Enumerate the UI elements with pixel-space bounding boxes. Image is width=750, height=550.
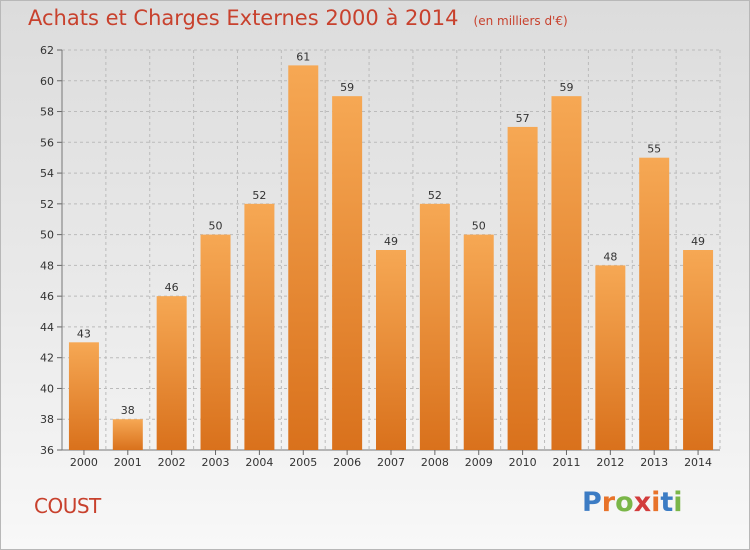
logo-letter: r bbox=[601, 487, 616, 518]
logo-letter: i bbox=[673, 487, 683, 518]
x-tick-label: 2008 bbox=[421, 456, 449, 469]
y-tick-label: 40 bbox=[40, 382, 54, 395]
data-label: 52 bbox=[252, 189, 266, 202]
x-tick-label: 2004 bbox=[245, 456, 273, 469]
y-tick-label: 42 bbox=[40, 352, 54, 365]
x-tick-label: 2013 bbox=[640, 456, 668, 469]
x-tick-label: 2012 bbox=[596, 456, 624, 469]
x-tick-label: 2010 bbox=[509, 456, 537, 469]
data-label: 43 bbox=[77, 327, 91, 340]
x-tick-label: 2007 bbox=[377, 456, 405, 469]
x-tick-label: 2001 bbox=[114, 456, 142, 469]
data-label: 50 bbox=[472, 220, 486, 233]
y-tick-label: 44 bbox=[40, 321, 54, 334]
x-tick-label: 2005 bbox=[289, 456, 317, 469]
y-tick-label: 50 bbox=[40, 229, 54, 242]
data-label: 38 bbox=[121, 404, 135, 417]
bar bbox=[595, 265, 626, 450]
bar bbox=[376, 250, 406, 450]
x-tick-label: 2000 bbox=[70, 456, 98, 469]
bar bbox=[156, 296, 187, 450]
y-tick-label: 46 bbox=[40, 290, 54, 303]
x-tick-label: 2011 bbox=[552, 456, 580, 469]
data-label: 59 bbox=[559, 81, 573, 94]
data-label: 55 bbox=[647, 143, 661, 156]
bar bbox=[332, 96, 363, 451]
y-tick-label: 54 bbox=[40, 167, 54, 180]
data-label: 52 bbox=[428, 189, 442, 202]
logo-letter: t bbox=[660, 487, 674, 518]
data-label: 48 bbox=[603, 250, 617, 263]
y-tick-label: 38 bbox=[40, 413, 54, 426]
y-tick-label: 56 bbox=[40, 136, 54, 149]
bar bbox=[419, 203, 450, 450]
proxiti-logo[interactable]: Proxiti bbox=[582, 487, 683, 518]
y-tick-label: 62 bbox=[40, 44, 54, 57]
bars bbox=[68, 65, 714, 451]
data-label: 49 bbox=[691, 235, 705, 248]
logo-letter: P bbox=[582, 487, 602, 518]
data-label: 46 bbox=[165, 281, 179, 294]
bar bbox=[200, 234, 231, 450]
bar bbox=[463, 234, 494, 450]
bar bbox=[244, 203, 275, 450]
bar bbox=[112, 419, 143, 450]
bar bbox=[551, 96, 582, 451]
y-tick-label: 58 bbox=[40, 106, 54, 119]
bar bbox=[639, 157, 670, 450]
chart-subtitle: (en milliers d'€) bbox=[473, 14, 568, 28]
y-tick-label: 60 bbox=[40, 75, 54, 88]
commune-name: COUST bbox=[34, 494, 101, 518]
data-label: 50 bbox=[209, 220, 223, 233]
bar bbox=[507, 126, 538, 450]
chart-title: Achats et Charges Externes 2000 à 2014 bbox=[28, 6, 459, 30]
y-tick-label: 52 bbox=[40, 198, 54, 211]
data-label: 49 bbox=[384, 235, 398, 248]
data-label: 61 bbox=[296, 50, 310, 63]
bar bbox=[683, 250, 714, 450]
logo-letter: o bbox=[615, 487, 634, 518]
bar bbox=[68, 342, 99, 450]
labels: 36 38 40 42 44 46 48 50 52 54 56 58 60 62 43 2000 38 2001… bbox=[40, 44, 712, 469]
x-tick-label: 2009 bbox=[465, 456, 493, 469]
data-label: 57 bbox=[516, 112, 530, 125]
x-tick-label: 2003 bbox=[202, 456, 230, 469]
bar bbox=[288, 65, 319, 450]
x-tick-label: 2006 bbox=[333, 456, 361, 469]
logo-letter: i bbox=[651, 487, 661, 518]
logo-letter: x bbox=[633, 487, 652, 518]
chart-title-row: Achats et Charges Externes 2000 à 2014 (… bbox=[28, 6, 568, 30]
data-label: 59 bbox=[340, 81, 354, 94]
y-tick-label: 48 bbox=[40, 259, 54, 272]
y-tick-label: 36 bbox=[40, 444, 54, 457]
x-tick-label: 2014 bbox=[684, 456, 712, 469]
x-tick-label: 2002 bbox=[158, 456, 186, 469]
